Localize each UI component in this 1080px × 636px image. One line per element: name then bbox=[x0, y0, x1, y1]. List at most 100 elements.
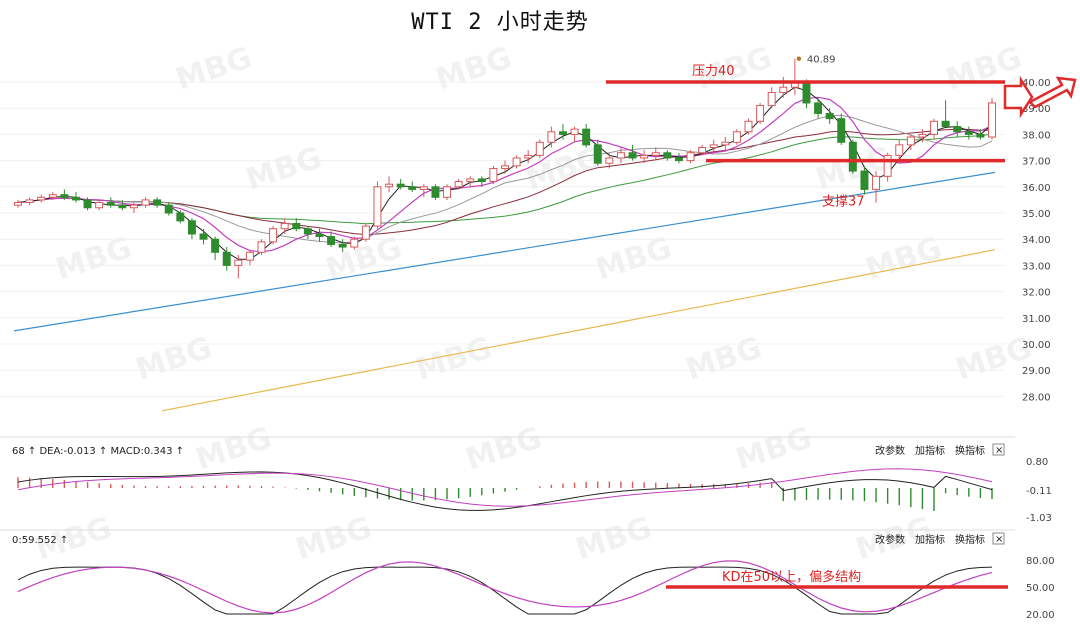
candle-down bbox=[964, 131, 973, 135]
candle-up bbox=[350, 238, 359, 248]
candle-up bbox=[906, 136, 915, 146]
watermark-text: MBG bbox=[682, 330, 766, 387]
kd-label: KD在50以上，偏多结构 bbox=[722, 569, 861, 585]
price-tick-label: 28.00 bbox=[1022, 392, 1051, 403]
chart-title: WTI 2 小时走势 bbox=[411, 10, 589, 35]
macd-tick-label: 0.80 bbox=[1026, 457, 1048, 468]
price-grid bbox=[0, 81, 1015, 531]
candle-up bbox=[570, 128, 579, 135]
price-tick-label: 38.00 bbox=[1022, 130, 1051, 141]
macd-dif-line bbox=[17, 471, 993, 511]
candle-up bbox=[466, 178, 475, 183]
panel-button-label: 改参数 bbox=[875, 533, 905, 546]
price-tick-label: 36.00 bbox=[1022, 183, 1051, 194]
ma120-line bbox=[13, 171, 996, 332]
candle-up bbox=[756, 105, 765, 122]
price-tick-label: 40.00 bbox=[1022, 78, 1051, 89]
candle-up bbox=[918, 133, 927, 138]
kd-header: 0:59.552 ↑ bbox=[12, 535, 68, 546]
candle-down bbox=[315, 233, 324, 238]
candle-down bbox=[187, 220, 196, 235]
watermark-text: MBG bbox=[242, 140, 326, 197]
candle-up bbox=[640, 154, 649, 159]
ma30-line bbox=[17, 128, 993, 236]
candle-down bbox=[976, 133, 985, 138]
panel-close-icon bbox=[992, 443, 1005, 456]
panel-close-icon: × bbox=[995, 445, 1003, 456]
candle-down bbox=[582, 128, 591, 146]
candle-up bbox=[361, 225, 370, 240]
candle-up bbox=[501, 165, 509, 169]
candle-up bbox=[883, 154, 892, 177]
panel-close-icon bbox=[992, 532, 1005, 545]
watermark-text: MBG bbox=[572, 510, 656, 567]
candle-down bbox=[558, 131, 567, 135]
kd-tick-label: 80.00 bbox=[1026, 556, 1055, 567]
candle-down bbox=[327, 236, 336, 245]
candle-down bbox=[303, 228, 312, 235]
ma250-line bbox=[161, 249, 996, 412]
candle-up bbox=[37, 196, 46, 201]
candle-down bbox=[837, 118, 846, 143]
watermark-text: MBG bbox=[732, 420, 816, 477]
price-tick-label: 31.00 bbox=[1022, 314, 1051, 325]
price-tick-label: 29.00 bbox=[1022, 366, 1051, 377]
candle-up bbox=[454, 181, 463, 188]
candle-down bbox=[814, 102, 823, 114]
right-arrow-icon bbox=[1003, 75, 1034, 119]
candle-up bbox=[535, 141, 544, 156]
candle-up bbox=[95, 202, 104, 209]
candle-down bbox=[628, 152, 637, 159]
kd-k-line bbox=[17, 566, 993, 615]
candle-up bbox=[141, 199, 150, 206]
watermark-text: MBG bbox=[462, 420, 546, 477]
candle-down bbox=[199, 233, 208, 240]
watermark-text: MBG bbox=[412, 330, 496, 387]
price-tick-label: 34.00 bbox=[1022, 235, 1051, 246]
kd-panel: 0:59.552 ↑ 80.00 50.00 20.00 改参数 加指标 换指标 × KD在50… bbox=[12, 532, 1055, 621]
kd-d-line bbox=[17, 560, 993, 614]
candle-down bbox=[338, 243, 347, 248]
candle-up bbox=[25, 199, 34, 204]
candle-up bbox=[385, 183, 394, 188]
panel-button-label: 加指标 bbox=[915, 533, 945, 546]
candle-up bbox=[605, 157, 614, 164]
candle-down bbox=[593, 144, 602, 164]
watermark-text: MBG bbox=[952, 330, 1036, 387]
candle-up bbox=[373, 186, 382, 227]
candle-down bbox=[106, 202, 115, 206]
high-label: 40.89 bbox=[807, 55, 836, 66]
macd-panel: 68 ↑ DEA:-0.013 ↑ MACD:0.343 ↑ 0.80 -0.11 -… bbox=[12, 443, 1052, 524]
watermark-text: MBG bbox=[192, 420, 276, 477]
candle-up bbox=[930, 120, 939, 135]
support-label: 支撑37 bbox=[822, 195, 865, 210]
candle-down bbox=[431, 186, 440, 198]
candle-down bbox=[941, 120, 950, 128]
panel-close-icon: × bbox=[995, 534, 1003, 545]
candle-up bbox=[686, 152, 695, 162]
macd-tick-label: -1.03 bbox=[1026, 513, 1052, 524]
price-tick-label: 33.00 bbox=[1022, 261, 1051, 272]
candle-down bbox=[222, 251, 231, 266]
candle-down bbox=[71, 196, 80, 201]
watermark-text: MBG bbox=[292, 510, 376, 567]
candle-down bbox=[118, 204, 127, 209]
macd-tick-label: -0.11 bbox=[1026, 486, 1052, 497]
candle-down bbox=[211, 238, 220, 253]
candle-up bbox=[512, 157, 521, 167]
panel-button-label: 换指标 bbox=[955, 533, 985, 546]
kd-tick-label: 50.00 bbox=[1026, 583, 1055, 594]
candle-up bbox=[895, 144, 904, 156]
candle-up bbox=[269, 228, 278, 243]
kd-tick-label: 20.00 bbox=[1026, 610, 1055, 621]
annotations: 压力40 支撑37 40.89 bbox=[606, 55, 1077, 210]
candle-up bbox=[779, 86, 788, 93]
candle-up bbox=[257, 241, 266, 253]
candle-up bbox=[129, 204, 138, 209]
price-tick-label: 37.00 bbox=[1022, 157, 1051, 168]
macd-header: 68 ↑ DEA:-0.013 ↑ MACD:0.343 ↑ bbox=[12, 446, 184, 457]
price-tick-label: 39.00 bbox=[1022, 104, 1051, 115]
candle-down bbox=[164, 204, 173, 214]
price-axis: 40.00 39.00 38.00 37.00 36.00 35.00 34.00 33.00… bbox=[1022, 78, 1051, 403]
